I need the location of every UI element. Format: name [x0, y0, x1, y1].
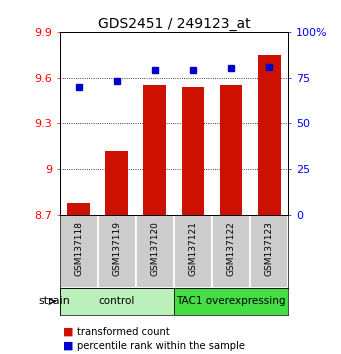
Bar [105, 151, 128, 215]
Bar [181, 87, 204, 215]
Text: GSM137122: GSM137122 [226, 221, 236, 275]
Text: GSM137123: GSM137123 [265, 221, 273, 276]
Bar [220, 85, 242, 215]
Text: transformed count: transformed count [77, 327, 169, 337]
Bar [174, 215, 212, 288]
Text: ■: ■ [63, 327, 74, 337]
Text: GSM137119: GSM137119 [112, 221, 121, 276]
Bar [60, 288, 174, 315]
Bar [258, 55, 281, 215]
Text: percentile rank within the sample: percentile rank within the sample [77, 341, 245, 350]
Text: TAC1 overexpressing: TAC1 overexpressing [176, 296, 286, 307]
Bar [174, 288, 288, 315]
Text: GSM137121: GSM137121 [189, 221, 197, 276]
Bar [144, 85, 166, 215]
Bar [60, 215, 98, 288]
Text: ■: ■ [63, 341, 74, 350]
Bar [136, 215, 174, 288]
Bar [67, 203, 90, 215]
Bar [250, 215, 288, 288]
Text: GSM137120: GSM137120 [150, 221, 159, 276]
Bar [212, 215, 250, 288]
Text: control: control [99, 296, 135, 307]
Text: GSM137118: GSM137118 [74, 221, 83, 276]
Text: strain: strain [39, 296, 71, 307]
Title: GDS2451 / 249123_at: GDS2451 / 249123_at [98, 17, 250, 31]
Bar [98, 215, 136, 288]
